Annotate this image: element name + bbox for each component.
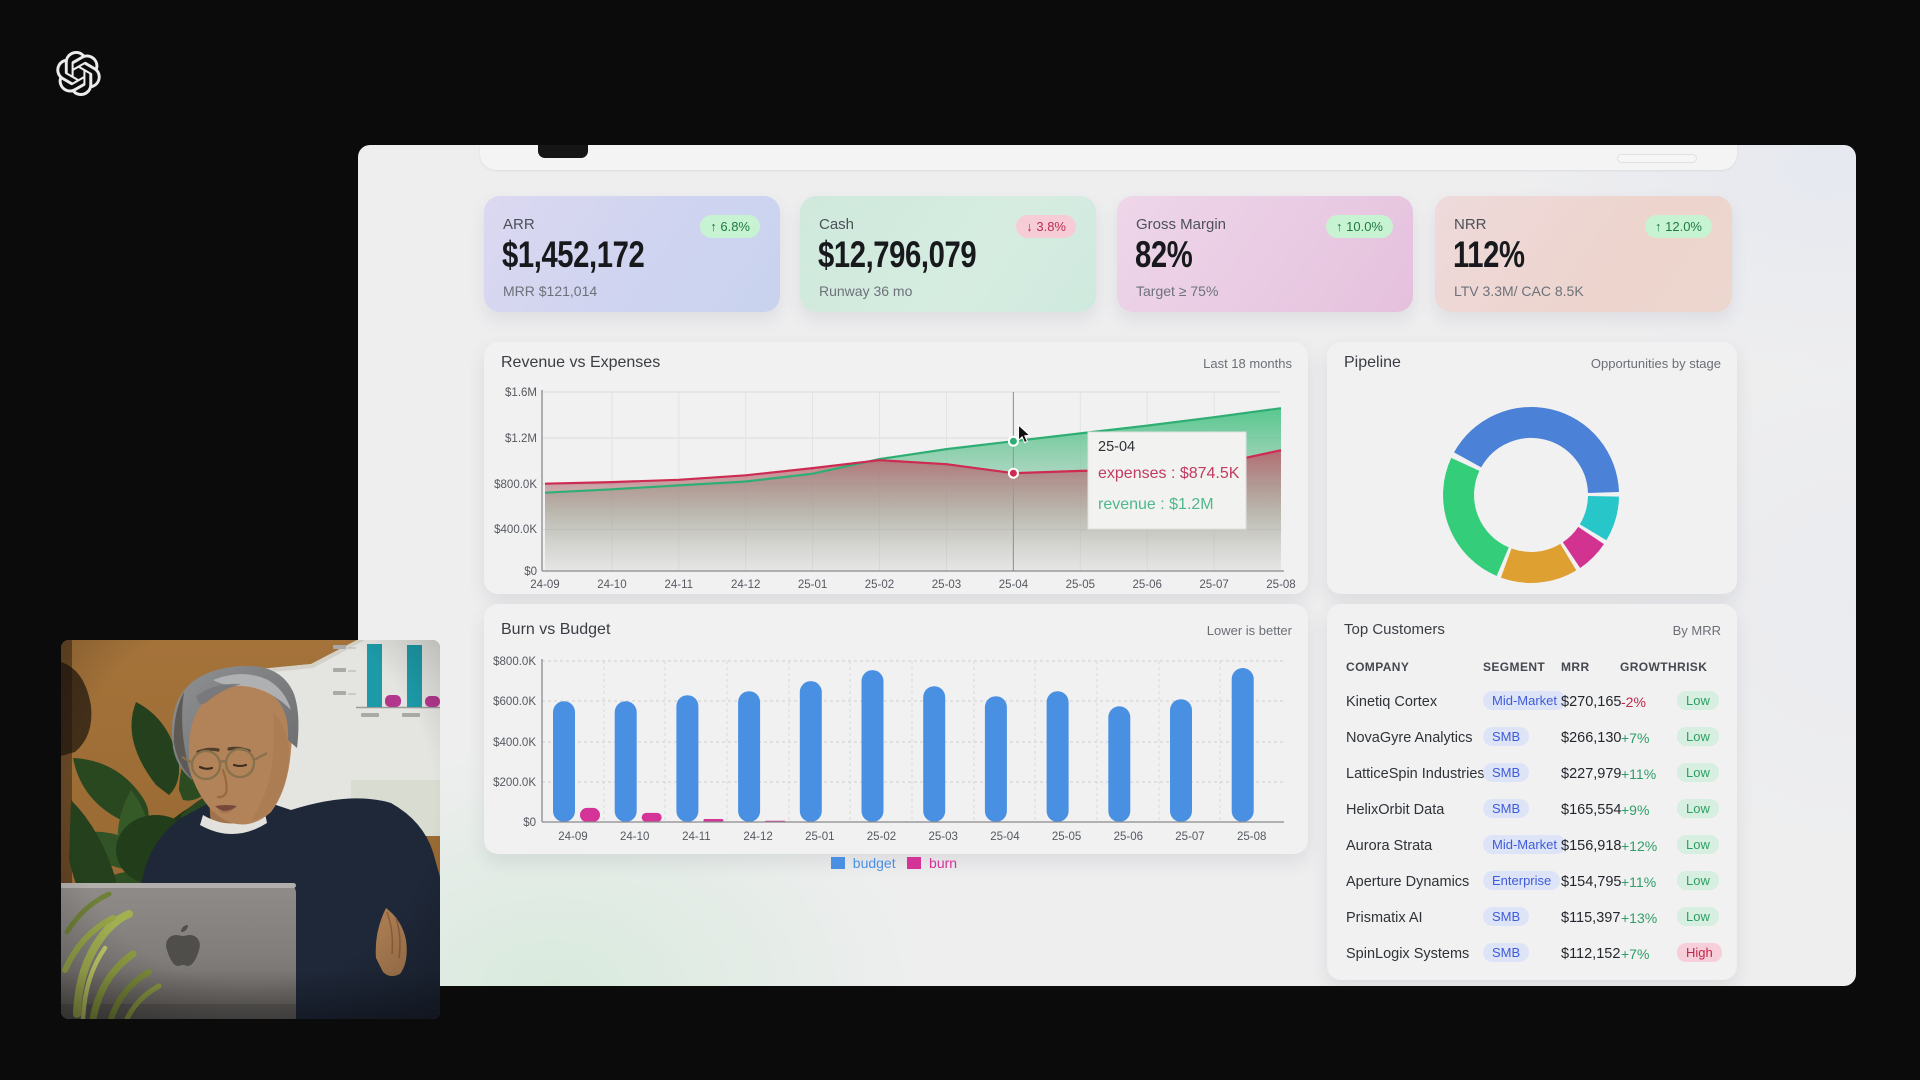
svg-text:$600.0K: $600.0K: [493, 696, 536, 708]
svg-text:24-10: 24-10: [597, 579, 626, 591]
svg-text:25-05: 25-05: [1052, 831, 1081, 843]
svg-text:revenue : $1.2M: revenue : $1.2M: [1098, 496, 1214, 513]
svg-text:25-04: 25-04: [1098, 439, 1135, 455]
svg-text:24-11: 24-11: [682, 831, 711, 843]
svg-text:$0: $0: [523, 817, 536, 829]
svg-text:$400.0K: $400.0K: [494, 524, 537, 536]
svg-text:$400.0K: $400.0K: [493, 737, 536, 749]
svg-text:25-06: 25-06: [1132, 579, 1161, 591]
svg-text:25-08: 25-08: [1237, 831, 1266, 843]
svg-text:25-03: 25-03: [928, 831, 957, 843]
svg-text:24-09: 24-09: [530, 579, 559, 591]
svg-text:25-01: 25-01: [798, 579, 827, 591]
svg-text:25-08: 25-08: [1266, 579, 1295, 591]
svg-text:$200.0K: $200.0K: [493, 777, 536, 789]
svg-text:$800.0K: $800.0K: [494, 479, 537, 491]
svg-text:$800.0K: $800.0K: [493, 656, 536, 668]
svg-text:25-04: 25-04: [999, 579, 1029, 591]
svg-text:25-05: 25-05: [1066, 579, 1095, 591]
svg-text:25-01: 25-01: [805, 831, 834, 843]
svg-text:$0: $0: [524, 566, 537, 578]
svg-text:24-12: 24-12: [743, 831, 772, 843]
svg-text:25-04: 25-04: [990, 831, 1020, 843]
svg-text:24-12: 24-12: [731, 579, 760, 591]
svg-text:25-02: 25-02: [867, 831, 896, 843]
svg-text:24-09: 24-09: [558, 831, 587, 843]
svg-text:$1.2M: $1.2M: [505, 433, 537, 445]
svg-text:$1.6M: $1.6M: [505, 387, 537, 399]
svg-text:25-07: 25-07: [1199, 579, 1228, 591]
svg-text:25-07: 25-07: [1175, 831, 1204, 843]
svg-text:24-11: 24-11: [665, 579, 694, 591]
svg-text:24-10: 24-10: [620, 831, 649, 843]
svg-text:expenses : $874.5K: expenses : $874.5K: [1098, 465, 1240, 482]
svg-text:25-03: 25-03: [932, 579, 961, 591]
svg-text:25-06: 25-06: [1114, 831, 1143, 843]
svg-text:25-02: 25-02: [865, 579, 894, 591]
